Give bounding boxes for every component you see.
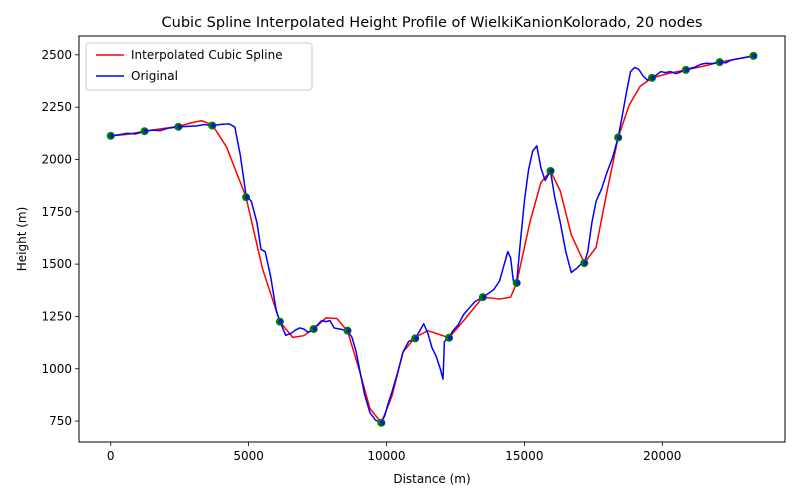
chart-title: Cubic Spline Interpolated Height Profile… xyxy=(162,15,703,31)
node-point-overlay xyxy=(650,75,656,81)
y-tick-label: 2500 xyxy=(41,48,72,62)
node-point-overlay xyxy=(413,336,419,341)
node-point-overlay xyxy=(211,123,216,128)
y-tick-label: 2250 xyxy=(41,100,72,114)
x-tick-label: 20000 xyxy=(643,449,681,463)
legend-label-interpolated: Interpolated Cubic Spline xyxy=(131,48,283,62)
x-tick-label: 5000 xyxy=(233,449,264,463)
y-tick-label: 1500 xyxy=(41,257,72,271)
node-point-overlay xyxy=(515,280,521,286)
y-tick-label: 1250 xyxy=(41,309,72,323)
node-point-overlay xyxy=(684,67,690,73)
node-point-overlay xyxy=(380,420,385,426)
node-point-overlay xyxy=(177,124,182,130)
plot-area xyxy=(106,51,758,427)
y-tick-label: 2000 xyxy=(41,152,72,166)
axes-frame xyxy=(78,35,786,443)
node-point-overlay xyxy=(312,326,318,332)
node-point-overlay xyxy=(244,194,250,200)
node-point-overlay xyxy=(549,168,555,174)
y-axis: 750 1000 1250 1500 1750 2000 2250 2500 xyxy=(41,48,79,428)
x-axis: 0 5000 10000 15000 20000 xyxy=(107,442,681,463)
node-point-overlay xyxy=(346,328,352,334)
y-tick-label: 750 xyxy=(49,414,72,428)
y-tick-label: 1000 xyxy=(41,362,72,376)
y-axis-label: Height (m) xyxy=(15,207,29,272)
series-layer xyxy=(110,55,754,424)
node-point-overlay xyxy=(752,53,758,59)
node-point-overlay xyxy=(718,59,724,65)
node-point-overlay xyxy=(481,294,487,300)
y-tick-label: 1750 xyxy=(41,205,72,219)
x-tick-label: 15000 xyxy=(505,449,543,463)
x-tick-label: 0 xyxy=(107,449,115,463)
interpolated-spline-line xyxy=(110,55,754,424)
node-point-overlay xyxy=(583,260,588,266)
node-point-overlay xyxy=(143,128,149,134)
original-profile-line xyxy=(110,55,754,424)
node-point-overlay xyxy=(278,319,284,325)
x-tick-label: 10000 xyxy=(367,449,405,463)
node-point-overlay xyxy=(616,135,622,140)
x-axis-label: Distance (m) xyxy=(393,472,470,486)
node-point-overlay xyxy=(447,335,453,341)
legend: Interpolated Cubic Spline Original xyxy=(85,42,313,91)
nodes-layer xyxy=(106,51,758,427)
node-point-overlay xyxy=(109,133,115,139)
legend-box xyxy=(85,42,313,91)
legend-label-original: Original xyxy=(131,69,178,83)
